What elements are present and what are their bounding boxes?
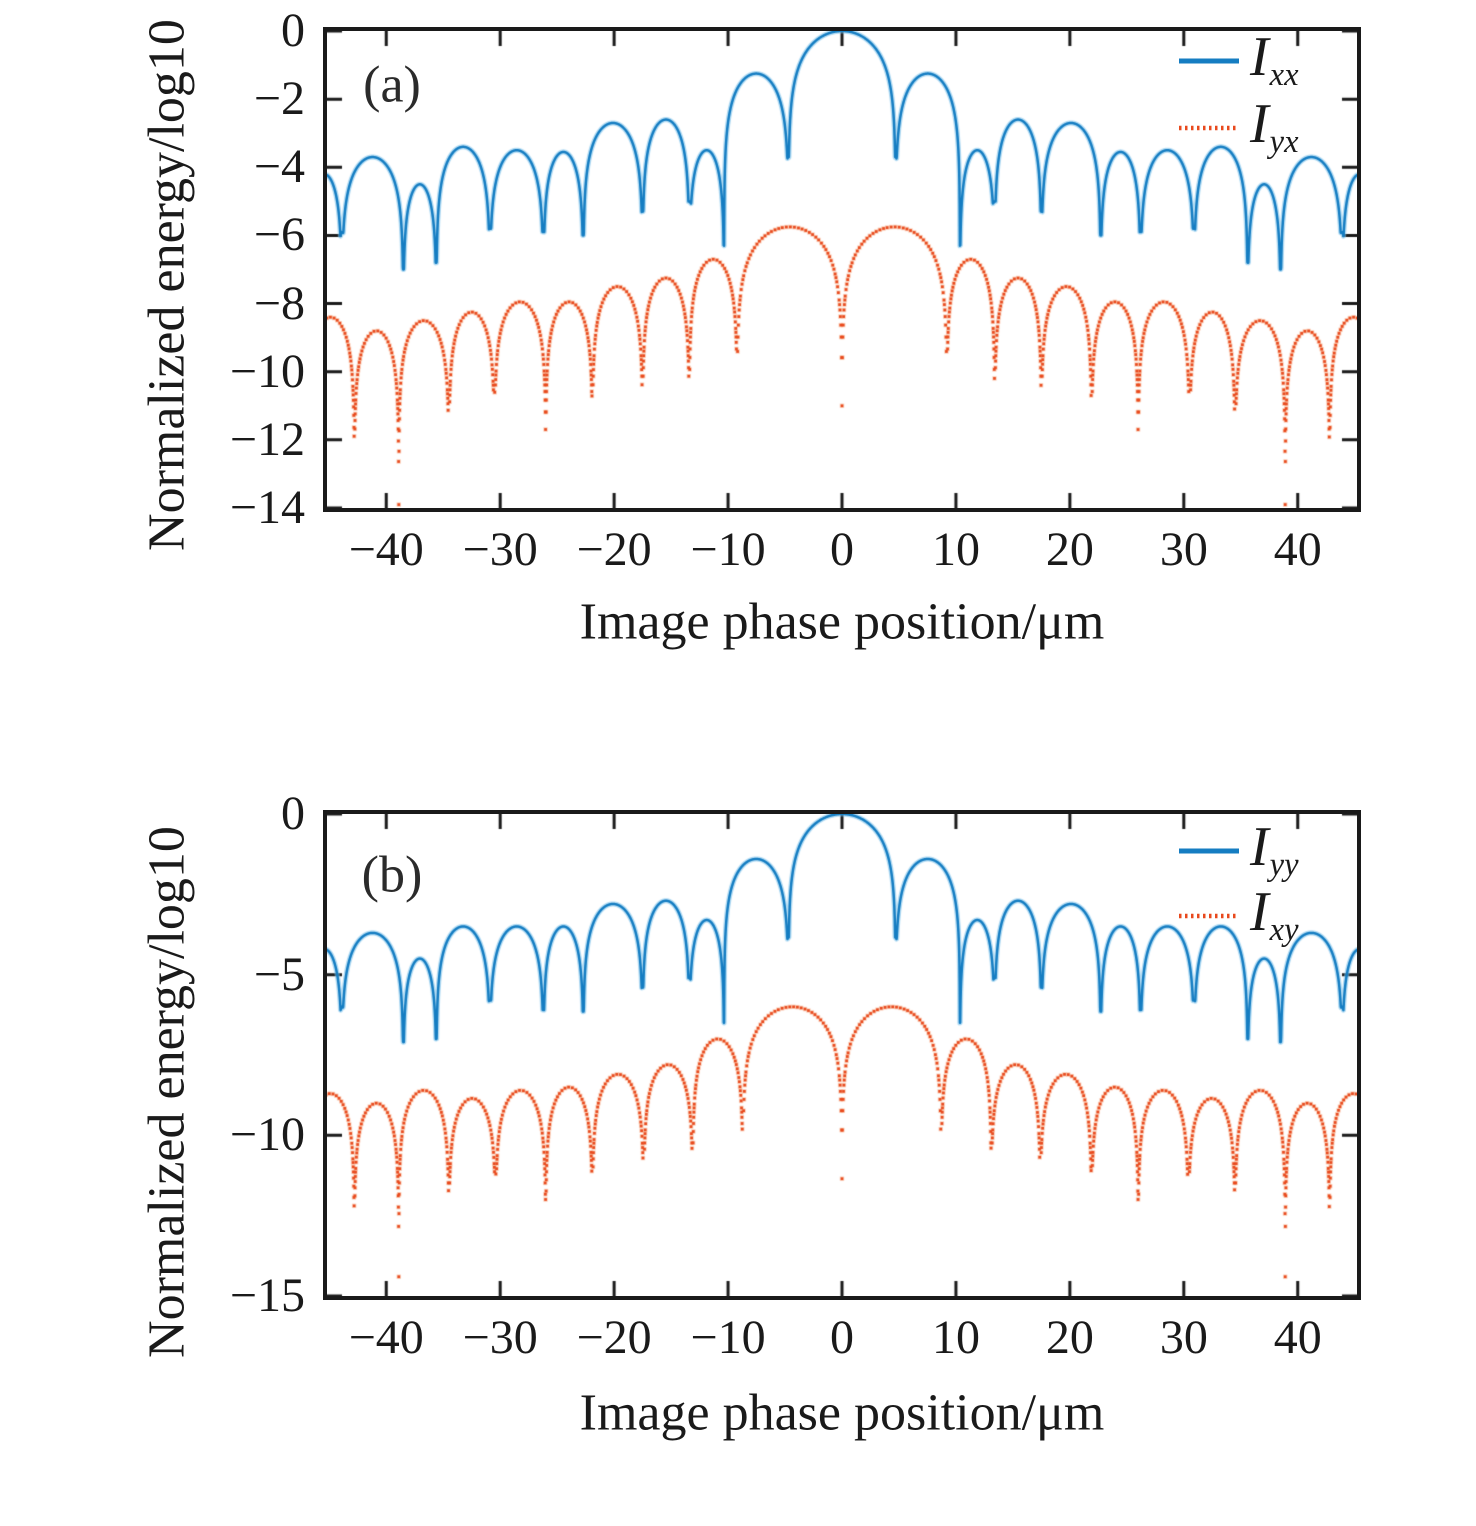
- x-tick-label: 10: [931, 523, 980, 576]
- plot-b-legend: Iyy Ixy: [1178, 818, 1298, 948]
- legend-entry-ixy: Ixy: [1178, 883, 1298, 948]
- x-tick-label: −10: [690, 523, 766, 576]
- legend-label-iyy: Iyy: [1250, 816, 1299, 884]
- x-tick-label: −30: [462, 1311, 538, 1364]
- y-tick-label: −14: [229, 481, 305, 534]
- plot-b-x-axis-label: Image phase position/μm: [579, 1384, 1105, 1442]
- y-tick-label: −5: [253, 947, 305, 1001]
- y-tick-label: −6: [253, 208, 305, 262]
- panel-b-label: (b): [361, 846, 423, 904]
- y-tick-label: −15: [229, 1269, 305, 1322]
- plot-a-x-axis-label: Image phase position/μm: [579, 593, 1105, 651]
- y-tick-label: 0: [281, 787, 305, 840]
- plot-a-legend: Ixx Iyx: [1178, 27, 1298, 161]
- legend-entry-ixx: Ixx: [1178, 27, 1298, 94]
- x-tick-label: −10: [690, 1311, 766, 1364]
- y-tick-label: −2: [253, 72, 305, 126]
- x-tick-label: −40: [348, 1311, 424, 1364]
- x-tick-label: −40: [348, 523, 424, 576]
- x-tick-label: 40: [1273, 523, 1322, 576]
- y-tick-label: −4: [253, 140, 305, 194]
- dotted-line-swatch-icon: [1179, 125, 1239, 130]
- x-tick-label: −20: [576, 523, 652, 576]
- x-tick-label: 0: [830, 1311, 854, 1364]
- y-tick-label: −10: [229, 1108, 305, 1162]
- x-tick-label: 40: [1273, 1311, 1322, 1364]
- x-tick-label: 20: [1045, 1311, 1094, 1364]
- plot-b-canvas: [323, 810, 1361, 1300]
- y-tick-label: 0: [281, 4, 305, 57]
- plot-a-canvas: [323, 27, 1361, 512]
- solid-line-swatch-icon: [1179, 848, 1239, 853]
- y-tick-label: −12: [229, 412, 305, 466]
- y-tick-label: −10: [229, 344, 305, 398]
- x-tick-label: 20: [1045, 523, 1094, 576]
- x-tick-label: −20: [576, 1311, 652, 1364]
- solid-line-swatch-icon: [1179, 58, 1239, 63]
- x-tick-label: 30: [1159, 1311, 1208, 1364]
- legend-entry-iyx: Iyx: [1178, 94, 1298, 161]
- y-tick-label: −8: [253, 276, 305, 330]
- legend-label-ixx: Ixx: [1250, 26, 1299, 94]
- panel-a-label: (a): [363, 56, 421, 114]
- legend-label-ixy: Ixy: [1250, 881, 1299, 949]
- dotted-line-swatch-icon: [1179, 913, 1239, 918]
- x-tick-label: 30: [1159, 523, 1208, 576]
- legend-label-iyx: Iyx: [1250, 93, 1299, 161]
- x-tick-label: 0: [830, 523, 854, 576]
- legend-entry-iyy: Iyy: [1178, 818, 1298, 883]
- x-tick-label: −30: [462, 523, 538, 576]
- x-tick-label: 10: [931, 1311, 980, 1364]
